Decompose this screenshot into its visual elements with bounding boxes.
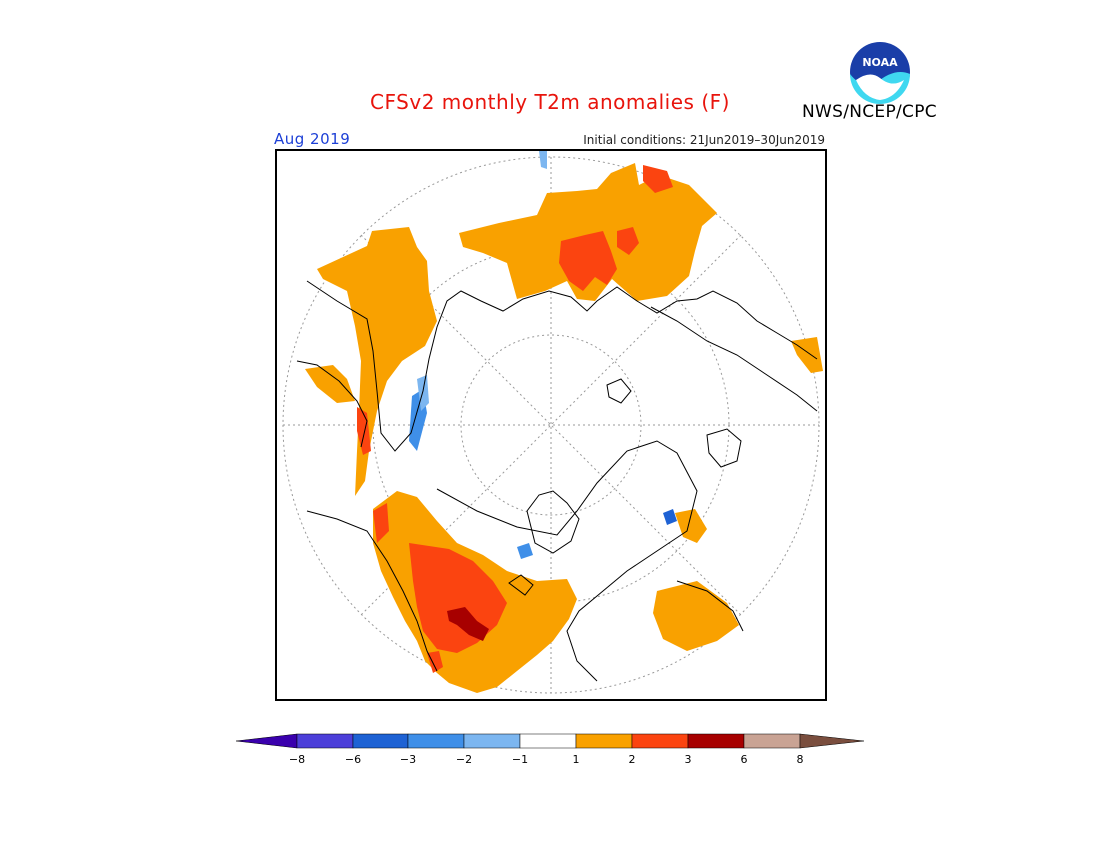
coastlines <box>296 280 818 682</box>
colorbar-tick: 6 <box>740 753 748 766</box>
colorbar-box-3-6 <box>687 733 745 749</box>
map-title: CFSv2 monthly T2m anomalies (F) <box>370 90 730 114</box>
colorbar-tick: 3 <box>684 753 692 766</box>
logo-text: NOAA <box>862 56 898 69</box>
colorbar-box-6-8 <box>743 733 801 749</box>
colorbar-arrow-low <box>236 733 298 749</box>
colorbar-tick: −1 <box>511 753 529 766</box>
colorbar-arrow-high <box>799 733 864 749</box>
colorbar-tick: −2 <box>455 753 473 766</box>
forecast-period: Aug 2019 <box>274 130 351 148</box>
colorbar-tick: −8 <box>288 753 306 766</box>
colorbar-box-neutral <box>519 733 577 749</box>
colorbar-tick: 2 <box>628 753 636 766</box>
agency-label: NWS/NCEP/CPC <box>802 102 937 122</box>
anomaly-region-greenland <box>305 227 437 496</box>
anomaly-region-north-america <box>373 491 739 693</box>
colorbar-box-neg3-neg6 <box>352 733 409 749</box>
colorbar-tick: 1 <box>572 753 580 766</box>
colorbar <box>236 733 864 749</box>
colorbar-box-2-3 <box>631 733 689 749</box>
noaa-logo: NOAA <box>850 42 910 104</box>
colorbar-box-1-2 <box>575 733 633 749</box>
colorbar-tick: −6 <box>344 753 362 766</box>
colorbar-tick: −3 <box>399 753 417 766</box>
initial-conditions: Initial conditions: 21Jun2019–30Jun2019 <box>583 133 825 147</box>
polar-map-svg <box>282 151 823 694</box>
polar-map <box>275 149 827 701</box>
colorbar-box-neg6-neg8 <box>296 733 354 749</box>
colorbar-tick: 8 <box>796 753 804 766</box>
colorbar-box-neg1-neg2 <box>463 733 521 749</box>
colorbar-box-neg2-neg3 <box>407 733 465 749</box>
anomaly-region-siberia <box>459 151 823 373</box>
